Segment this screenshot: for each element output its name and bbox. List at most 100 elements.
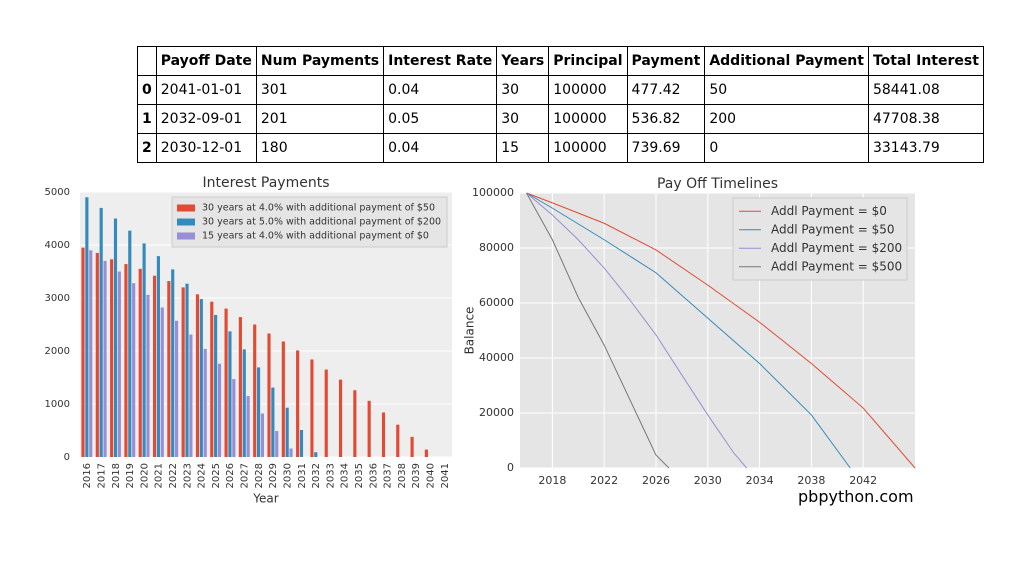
bar [289,448,293,457]
cell: 180 [255,133,385,163]
x-tick-label: 2033 [325,463,336,488]
bar [203,348,207,457]
x-tick-label: 2021 [154,463,165,488]
x-tick-label: 2042 [849,474,877,487]
bar [113,218,118,457]
legend-box [732,197,908,281]
cell: 58441.08 [867,75,984,105]
bar [138,268,142,457]
bar [152,275,157,457]
legend-label: Addl Payment = $500 [771,259,902,273]
source: pbpython.com [798,487,914,506]
bar [424,449,428,457]
column-header: Additional Payment [704,46,869,76]
y-tick-label: 0 [507,461,514,474]
header-row: Payoff Date Num Payments Interest Rate Year… [137,46,984,76]
cell: 0 [704,133,869,163]
x-tick-label: 2023 [182,463,193,488]
bar [281,341,285,457]
x-tick-label: 2035 [354,463,365,488]
bar [171,269,175,457]
legend-swatch [177,204,195,212]
legend-label: 30 years at 4.0% with additional payment… [202,203,435,214]
column-header: Payment [626,46,706,76]
cell: 0.04 [383,133,498,163]
bar [81,247,85,457]
legend-swatch [177,218,195,226]
x-tick-label: 2030 [282,463,293,488]
x-tick-label: 2034 [340,463,351,488]
bar [246,396,250,457]
bar [367,400,371,457]
x-tick-label: 2019 [125,463,136,488]
column-header: Interest Rate [383,46,498,76]
bar [124,264,128,457]
cell: 30 [496,75,550,105]
x-tick-label: 2030 [694,474,722,487]
legend-label: 30 years at 5.0% with additional payment… [202,217,441,228]
x-tick-label: 2038 [397,463,408,488]
bar [156,256,160,457]
column-header: Payoff Date [155,46,257,76]
y-axis-label: Balance [463,307,477,355]
bar [232,379,236,457]
bar [224,308,228,457]
legend-swatch [177,232,195,240]
x-tick-label: 2018 [111,463,122,488]
line [526,192,670,469]
x-tick-label: 2034 [746,474,774,487]
x-axis-label: Year [252,492,278,506]
table-row: 0 2041-01-01 301 0.04 30 100000 477.42 50 58441.… [137,75,984,105]
bar [267,333,271,457]
y-tick-label: 5000 [45,187,70,198]
bar [271,387,275,457]
legend-label: 15 years at 4.0% with additional payment… [202,231,429,242]
x-tick-label: 2022 [590,474,618,487]
y-tick-label: 2000 [45,346,70,357]
cell: 536.82 [626,104,706,134]
bar [103,260,107,457]
bar [242,349,246,457]
bar [396,424,400,457]
bar [99,207,103,457]
x-tick-label: 2032 [311,463,322,488]
bar [253,324,257,457]
bar [314,452,318,457]
bar [353,390,357,457]
cell: 100000 [548,133,628,163]
bar [410,436,414,457]
x-tick-label: 2026 [225,463,236,488]
bar [181,287,185,457]
x-tick-label: 2029 [268,463,279,488]
bar [299,429,304,457]
y-tick-label: 4000 [45,240,70,251]
y-tick-label: 3000 [45,293,70,304]
bar [296,350,300,457]
bar [95,252,99,457]
bar [260,413,264,457]
x-tick-label: 2040 [426,463,437,488]
line [526,192,851,469]
line [526,192,748,469]
bar [199,299,203,457]
bar [117,271,121,457]
bar [310,359,314,457]
x-tick-label: 2031 [297,463,308,488]
x-tick-label: 2037 [383,463,394,488]
bar [132,283,136,457]
bar [142,243,146,457]
bar [189,334,193,457]
y-tick-label: 1000 [45,399,70,410]
legend-label: Addl Payment = $0 [771,204,887,218]
legend-label: Addl Payment = $200 [771,241,902,255]
y-tick-label: 40000 [479,351,514,364]
bar [185,283,189,457]
bar [238,317,242,457]
y-tick-label: 80000 [479,241,514,254]
bar [381,412,386,457]
cell: 0.04 [383,75,498,105]
bar [160,307,164,457]
cell: 50 [704,75,869,105]
legend-label: Addl Payment = $50 [771,222,895,236]
